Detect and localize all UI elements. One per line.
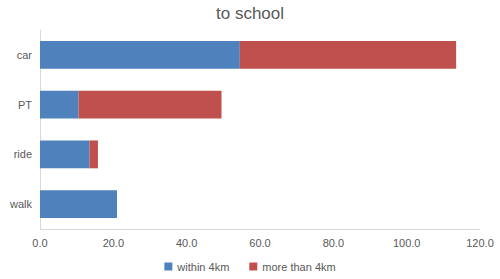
svg-text:walk: walk: [9, 198, 33, 210]
svg-text:PT: PT: [18, 99, 32, 111]
svg-text:60.0: 60.0: [249, 237, 270, 249]
svg-text:within 4km: within 4km: [176, 261, 229, 273]
svg-text:80.0: 80.0: [323, 237, 344, 249]
svg-text:40.0: 40.0: [176, 237, 197, 249]
svg-text:to school: to school: [216, 4, 284, 23]
svg-text:100.0: 100.0: [393, 237, 421, 249]
svg-text:ride: ride: [14, 148, 32, 160]
svg-text:120.0: 120.0: [466, 237, 494, 249]
svg-text:car: car: [17, 49, 33, 61]
svg-text:0.0: 0.0: [32, 237, 47, 249]
svg-text:20.0: 20.0: [103, 237, 124, 249]
svg-text:more than 4km: more than 4km: [262, 261, 335, 273]
